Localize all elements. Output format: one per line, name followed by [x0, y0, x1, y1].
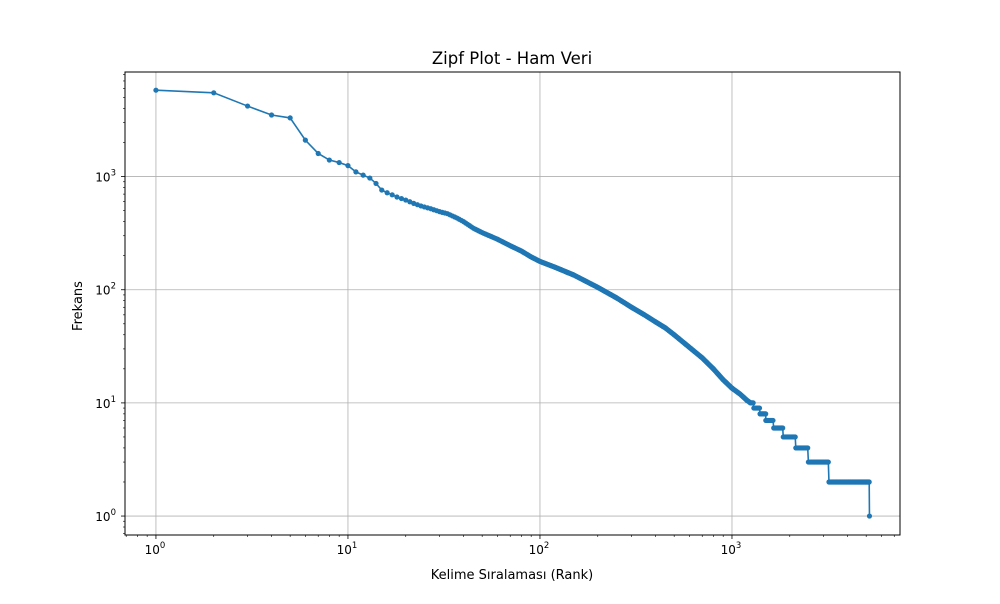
data-point	[360, 172, 366, 178]
data-points	[153, 87, 873, 519]
data-point	[373, 180, 379, 187]
data-point	[763, 411, 769, 417]
x-tick-label: 103	[721, 541, 742, 557]
x-tick-label: 101	[337, 541, 358, 557]
data-point	[345, 163, 351, 169]
data-point	[792, 434, 798, 440]
data-point	[825, 459, 831, 465]
data-point	[756, 405, 763, 411]
data-point	[211, 90, 217, 96]
data-point	[866, 479, 872, 485]
data-point	[302, 137, 308, 143]
data-point	[336, 159, 342, 166]
y-tick-label: 100	[95, 508, 116, 524]
data-line	[155, 89, 871, 517]
data-point	[384, 190, 390, 196]
data-point	[326, 157, 332, 163]
y-tick-label: 103	[95, 169, 116, 185]
data-point	[389, 192, 395, 198]
data-point	[780, 425, 786, 431]
y-tick-label: 102	[95, 282, 116, 298]
data-point	[379, 187, 385, 193]
data-point	[287, 115, 293, 121]
data-point	[750, 400, 756, 406]
data-point	[398, 195, 405, 202]
data-point	[244, 103, 251, 109]
data-point	[403, 197, 409, 203]
data-point	[866, 513, 873, 519]
chart-title: Zipf Plot - Ham Veri	[432, 49, 592, 68]
y-axis-label: Frekans	[71, 281, 86, 331]
data-point	[315, 150, 321, 157]
data-point	[353, 169, 359, 175]
data-point	[394, 194, 400, 200]
data-point	[153, 87, 159, 93]
x-axis-label: Kelime Sıralaması (Rank)	[431, 568, 593, 583]
axis-ticks: 100 101 102 103 100 101 102 103	[95, 74, 895, 557]
data-point	[268, 112, 275, 118]
grid-lines	[125, 72, 900, 535]
data-point	[367, 175, 373, 181]
y-tick-label: 101	[95, 395, 116, 411]
x-tick-label: 102	[529, 541, 550, 557]
x-tick-label: 100	[145, 541, 166, 557]
series-line	[155, 89, 871, 517]
data-point	[805, 445, 811, 451]
plot-frame	[124, 71, 901, 536]
data-point	[770, 417, 776, 424]
